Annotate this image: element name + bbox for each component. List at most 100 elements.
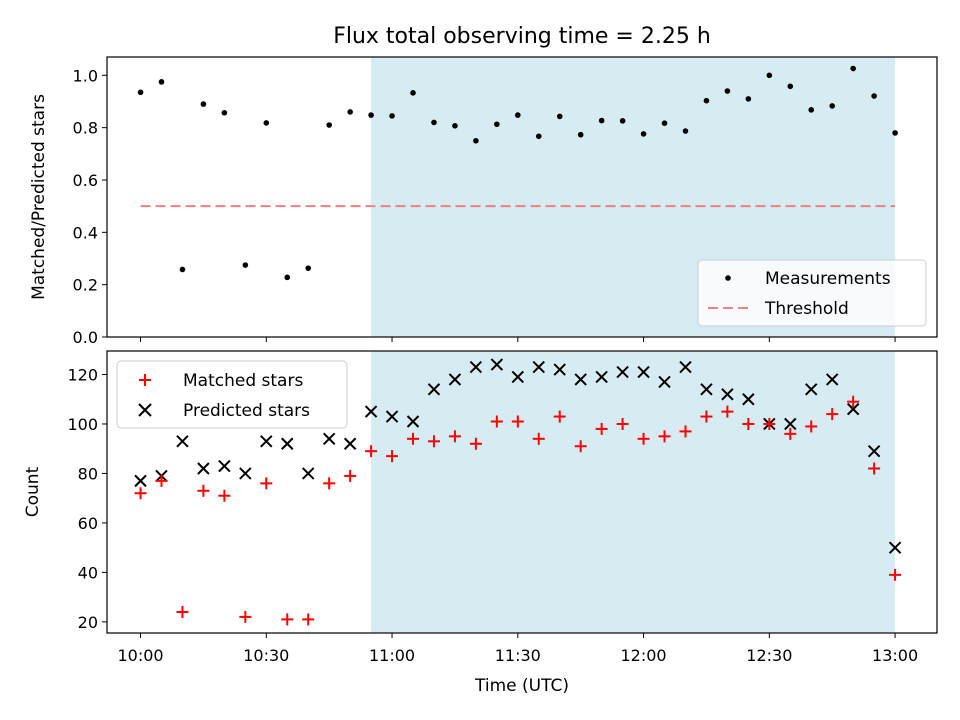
matched-star-marker (658, 430, 671, 443)
predicted-star-marker (721, 388, 734, 401)
measurement-point (389, 113, 395, 119)
predicted-star-marker (469, 360, 483, 374)
predicted-star-marker (490, 358, 504, 371)
legend-matched-marker (139, 374, 151, 386)
measurement-point (515, 112, 521, 118)
matched-star-marker (574, 440, 587, 453)
predicted-star-marker (742, 393, 755, 406)
matched-star-marker (155, 474, 168, 487)
y-tick-label: 0.2 (73, 276, 98, 295)
x-tick-label: 11:30 (495, 646, 541, 665)
y-tick-label: 0.4 (73, 223, 98, 242)
legend-measurements-label: Measurements (765, 269, 891, 289)
y-tick-label: 120 (67, 366, 98, 385)
measurement-point (661, 120, 668, 127)
predicted-star-marker (784, 417, 797, 431)
measurement-point (556, 113, 563, 120)
measurement-point (892, 130, 898, 136)
predicted-star-marker (176, 435, 189, 448)
measurement-point (347, 109, 353, 115)
measurement-point (808, 107, 815, 113)
predicted-star-marker (385, 410, 399, 423)
predicted-star-marker (364, 405, 378, 418)
matched-star-marker (260, 477, 273, 490)
matched-star-marker (889, 568, 902, 581)
observing-span (371, 351, 896, 633)
predicted-star-marker (427, 383, 441, 396)
predicted-star-marker (281, 437, 294, 450)
y-tick-label: 20 (78, 613, 98, 632)
legend-threshold-label: Threshold (764, 299, 849, 319)
count-x-ticks: 10:00 10:30 11:00 11:30 12:00 12:30 13:00 (117, 633, 918, 665)
matched-star-marker (365, 445, 378, 458)
matched-star-marker (553, 410, 566, 423)
measurement-point (242, 262, 249, 268)
predicted-star-marker (825, 373, 839, 386)
predicted-star-marker (574, 373, 587, 386)
measurement-point (640, 131, 647, 137)
matched-star-marker (868, 462, 881, 475)
matched-star-marker (197, 484, 210, 497)
measurement-point (703, 97, 710, 104)
measurement-point (745, 96, 752, 102)
matched-star-marker (448, 430, 461, 443)
predicted-star-marker (343, 437, 357, 450)
measurement-point (284, 274, 291, 281)
predicted-star-marker (532, 360, 545, 374)
measurement-point (452, 123, 458, 129)
matched-star-marker (386, 450, 399, 463)
ratio-panel-frame (106, 56, 938, 338)
predicted-star-marker (239, 467, 252, 480)
matched-star-marker (218, 489, 231, 502)
measurement-point (577, 131, 584, 138)
chart-title: Flux total observing time = 2.25 h (333, 24, 711, 49)
y-tick-label: 80 (78, 464, 98, 483)
measurement-point (787, 83, 794, 90)
x-tick-label: 13:00 (872, 646, 918, 665)
y-tick-label: 1.0 (73, 66, 98, 85)
y-tick-label: 0.0 (73, 328, 98, 347)
measurement-point (473, 137, 479, 144)
legend-measurements-marker (725, 275, 731, 281)
measurement-point (326, 122, 332, 128)
count-y-axis-label: Count (23, 466, 43, 517)
matched-star-marker (700, 410, 713, 423)
matched-star-marker (281, 613, 294, 626)
count-y-ticks: 20 40 60 80 100 120 (67, 366, 107, 632)
predicted-star-marker (637, 365, 650, 379)
matched-star-marker (302, 613, 315, 626)
count-panel: 20 40 60 80 100 120 10:00 10:30 11:00 11:30 12:00… (23, 350, 938, 665)
matched-star-marker (721, 405, 734, 418)
predicted-star-marker (260, 435, 273, 448)
y-tick-label: 0.6 (73, 171, 98, 190)
x-tick-label: 11:00 (369, 646, 415, 665)
measurement-point (535, 133, 542, 140)
predicted-star-marker (679, 360, 692, 374)
matched-star-marker (469, 437, 482, 450)
count-panel-frame (106, 350, 938, 634)
matched-star-marker (134, 487, 147, 500)
ratio-x-ticks (140, 337, 896, 342)
measurement-point (263, 120, 270, 126)
y-tick-label: 0.8 (73, 119, 98, 138)
matched-star-marker (784, 427, 797, 440)
predicted-star-marker (322, 432, 336, 446)
predicted-star-marker (658, 375, 671, 389)
measurement-point (200, 101, 207, 107)
ratio-legend: Measurements Threshold (697, 259, 927, 327)
count-points (134, 358, 902, 626)
predicted-star-marker (134, 474, 147, 488)
measurement-point (494, 121, 500, 128)
predicted-star-marker (805, 383, 818, 396)
measurement-point (368, 112, 374, 118)
count-legend: Matched stars Predicted stars (116, 360, 348, 429)
measurement-point (305, 265, 312, 271)
matched-star-marker (637, 432, 650, 445)
matched-star-marker (826, 408, 839, 421)
matched-star-marker (532, 432, 545, 445)
ratio-panel: 0.0 0.2 0.4 0.6 0.8 1.0 Matched/Predicted sta… (29, 56, 938, 347)
predicted-star-marker (406, 415, 420, 428)
measurement-point (871, 93, 877, 99)
matched-star-marker (805, 420, 818, 433)
